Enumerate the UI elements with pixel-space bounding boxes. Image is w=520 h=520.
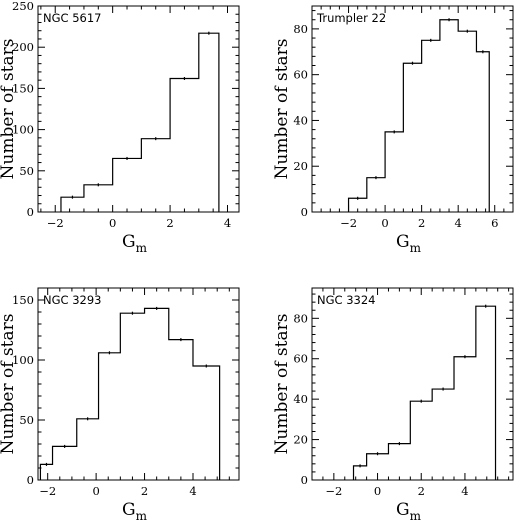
y-tick-label: 200 — [12, 40, 34, 54]
x-tick-label: 6 — [491, 216, 498, 230]
y-tick-label: 100 — [12, 123, 34, 137]
x-tick-label: −2 — [47, 216, 64, 230]
x-axis-title: Gm — [122, 500, 148, 520]
y-axis-title: Number of stars — [0, 314, 18, 455]
y-axis-title: Number of stars — [272, 39, 292, 180]
cluster-name-label: NGC 3293 — [43, 293, 101, 307]
y-axis-title: Number of stars — [0, 39, 18, 180]
x-axis-title: Gm — [122, 232, 148, 255]
x-axis-title-subscript: m — [136, 509, 148, 520]
y-tick-label: 50 — [19, 413, 34, 427]
histogram-outline — [352, 305, 497, 480]
y-tick-label: 0 — [27, 205, 34, 219]
y-axis-title: Number of stars — [272, 314, 292, 455]
y-tick-label: 20 — [293, 433, 308, 447]
x-tick-label: −2 — [325, 484, 342, 498]
histogram-panel-3: −2 0 2 4 0 50 100 150 NGC 3293 Gm Number of stars — [0, 287, 240, 520]
x-tick-label: 4 — [455, 216, 462, 230]
x-axis-title-subscript: m — [410, 241, 422, 255]
x-axis-title: Gm — [396, 500, 422, 520]
y-tick-label: 20 — [293, 159, 308, 173]
y-tick-label: 40 — [293, 392, 308, 406]
x-tick-label: 2 — [418, 216, 425, 230]
x-tick-label: 2 — [418, 484, 425, 498]
y-tick-label: 250 — [12, 0, 34, 13]
histogram-panel-1: −2 0 2 4 0 50 100 150 200 250 NGC 5617 Gm Number of … — [0, 0, 240, 255]
y-tick-label: 80 — [293, 311, 308, 325]
x-tick-label: −2 — [39, 484, 56, 498]
cluster-name-label: NGC 5617 — [43, 11, 101, 25]
histogram-outline — [60, 32, 220, 212]
plot-frame — [37, 287, 240, 481]
y-tick-label: 50 — [19, 164, 34, 178]
x-tick-label: −2 — [340, 216, 357, 230]
plot-frame — [311, 287, 514, 481]
x-tick-label: 0 — [374, 484, 381, 498]
x-axis-title-subscript: m — [136, 241, 148, 255]
x-tick-label: 4 — [189, 484, 196, 498]
x-tick-label: 0 — [109, 216, 116, 230]
y-tick-label: 150 — [12, 293, 34, 307]
y-tick-label: 0 — [301, 473, 308, 487]
x-axis-title-subscript: m — [410, 509, 422, 520]
y-tick-label: 60 — [293, 352, 308, 366]
cluster-name-label: NGC 3324 — [317, 293, 375, 307]
x-axis-title: Gm — [396, 232, 422, 255]
y-tick-label: 80 — [293, 22, 308, 36]
plot-frame — [37, 5, 240, 213]
x-tick-label: 4 — [224, 216, 231, 230]
y-tick-label: 40 — [293, 113, 308, 127]
y-tick-label: 150 — [12, 81, 34, 95]
x-tick-label: 0 — [92, 484, 99, 498]
x-tick-label: 2 — [166, 216, 173, 230]
plot-frame — [311, 5, 514, 213]
y-tick-label: 60 — [293, 68, 308, 82]
histogram-outline — [39, 307, 221, 480]
histogram-outline — [347, 19, 490, 212]
x-tick-label: 0 — [381, 216, 388, 230]
y-tick-label: 100 — [12, 353, 34, 367]
x-tick-label: 4 — [461, 484, 468, 498]
y-tick-label: 0 — [27, 473, 34, 487]
cluster-name-label: Trumpler 22 — [316, 11, 386, 25]
y-tick-label: 0 — [301, 205, 308, 219]
x-tick-label: 2 — [141, 484, 148, 498]
